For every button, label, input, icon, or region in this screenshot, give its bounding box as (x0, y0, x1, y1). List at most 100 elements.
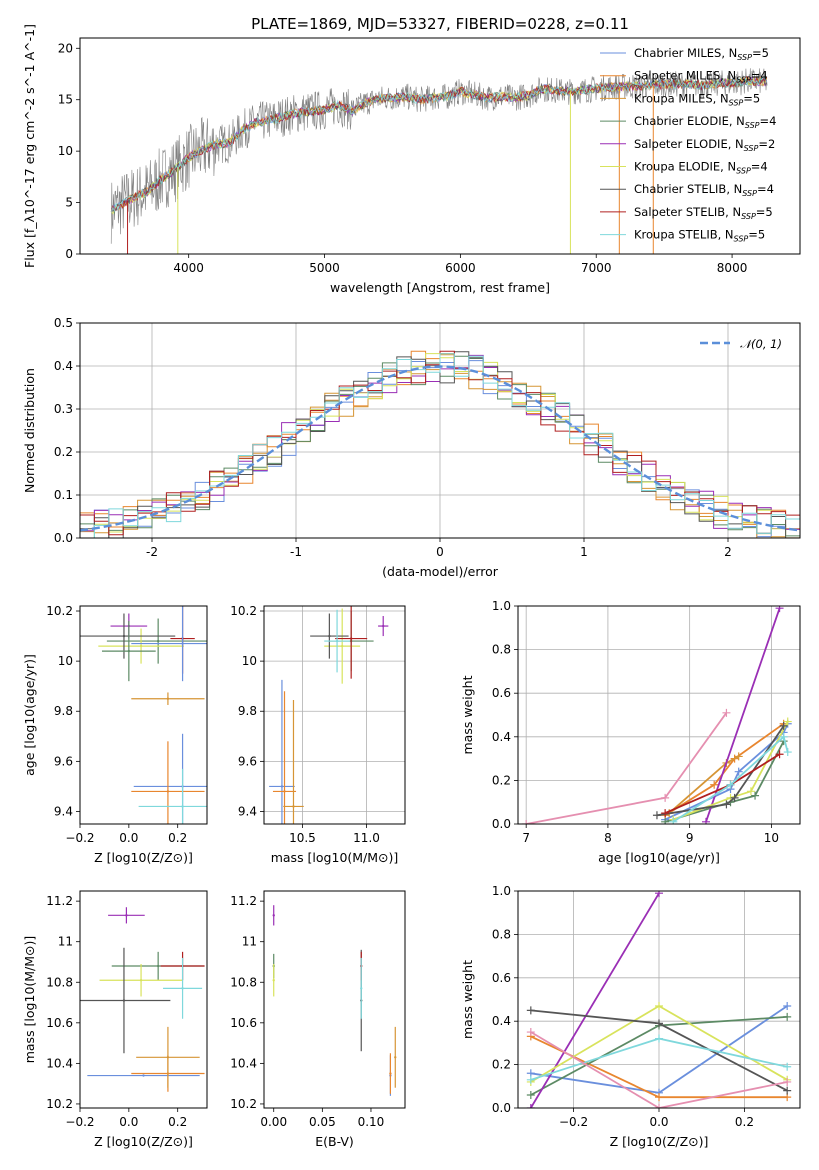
x-tick-label: 0.05 (309, 1115, 336, 1129)
plus-marker (730, 793, 739, 802)
panel-mass-vs-Z: −0.2 0.0 0.2 10.2 10.4 10.6 10.8 11 11.2 Z [log10… (22, 890, 208, 1149)
y-tick-label: 5 (65, 196, 73, 210)
model-series-line (110, 76, 767, 213)
plus-marker (526, 1028, 535, 1037)
y-tick-label: 10.4 (46, 1056, 73, 1070)
x-tick-label: 0 (436, 545, 444, 559)
x-axis-label: mass [log10(M/M⊙)] (271, 850, 399, 865)
data-point (181, 642, 184, 645)
plot-area (80, 350, 800, 538)
y-tick-label: 9.6 (238, 754, 257, 768)
model-series-line (110, 76, 767, 213)
model-series-line (110, 76, 767, 215)
data-point (166, 1056, 170, 1059)
x-axis-label: wavelength [Angstrom, rest frame] (330, 280, 550, 295)
plot-area (80, 907, 205, 1092)
y-tick-label: 9.6 (54, 754, 73, 768)
legend-entry: Chabrier MILES, NSSP=5 (634, 46, 769, 62)
plus-marker (661, 817, 670, 824)
data-point (389, 1072, 392, 1075)
y-tick-label: 10 (242, 654, 257, 668)
plus-marker (783, 1012, 792, 1021)
x-tick-label: 11.0 (353, 831, 380, 845)
plus-marker (526, 1006, 535, 1015)
y-axis-label: mass weight (460, 675, 475, 754)
mass-weight-series (530, 892, 660, 1108)
x-tick-label: 2 (724, 545, 732, 559)
x-axis-label: Z [log10(Z/Z⊙)] (94, 850, 193, 865)
plot-frame (517, 605, 801, 825)
plus-marker (522, 820, 531, 824)
data-point (166, 697, 170, 700)
legend-entry: Chabrier STELIB, NSSP=4 (634, 182, 774, 198)
x-tick-label: −0.2 (65, 1115, 94, 1129)
plus-marker (783, 717, 792, 726)
y-tick-label: 10.2 (46, 604, 73, 618)
y-tick-label: 10.8 (230, 975, 257, 989)
y-tick-label: 0.2 (54, 445, 73, 459)
plot-frame (79, 890, 208, 1109)
mass-weight-series (705, 607, 781, 823)
y-tick-label: 10.2 (230, 1097, 257, 1111)
plus-marker (655, 1093, 663, 1102)
plus-marker (655, 1104, 663, 1108)
x-tick-label: 4000 (173, 261, 204, 275)
x-tick-label: −0.2 (65, 831, 94, 845)
x-tick-label: 0.2 (168, 1115, 187, 1129)
y-tick-label: 0.8 (492, 643, 511, 657)
plus-marker (783, 1002, 792, 1011)
panel-age-vs-Z: −0.2 0.0 0.2 9.4 9.6 9.8 10 10.2 Z [log10(Z/Z⊙)]… (22, 604, 208, 865)
plus-marker (722, 708, 731, 717)
plot-area (522, 606, 792, 824)
x-tick-label: 0.0 (649, 1115, 668, 1129)
x-tick-label: 10 (764, 831, 779, 845)
legend-entry: Salpeter MILES, NSSP=4 (634, 69, 768, 85)
x-tick-label: 0.2 (735, 1115, 754, 1129)
mass-weight-series (530, 1031, 788, 1108)
x-tick-label: 0.10 (358, 1115, 385, 1129)
plot-frame (79, 37, 801, 255)
x-tick-label: 5000 (309, 261, 340, 275)
y-axis-label: Normed distribution (22, 368, 37, 493)
y-tick-label: 9.4 (54, 804, 73, 818)
plus-marker (751, 791, 760, 800)
plus-marker (655, 891, 663, 898)
plus-marker (734, 752, 743, 761)
y-tick-label: 0.4 (492, 730, 511, 744)
plus-marker (652, 811, 661, 820)
y-tick-label: 0.3 (54, 402, 73, 416)
x-axis-label: age [log10(age/yr)] (598, 850, 720, 865)
panel-mass-vs-ebv: 0.00 0.05 0.10 10.2 10.4 10.6 10.8 11 11.2 E(B-V) (230, 890, 406, 1149)
data-point (394, 1056, 397, 1059)
y-tick-label: 9.8 (238, 704, 257, 718)
y-tick-label: 15 (58, 93, 73, 107)
legend-entry: 𝒩(0, 1) (740, 337, 782, 351)
panel-age-vs-mass: 10.5 11.0 9.4 9.6 9.8 10 10.2 mass [log10(M/M⊙)… (230, 604, 406, 865)
y-tick-label: 10.6 (230, 1016, 257, 1030)
plot-area (526, 891, 792, 1108)
data-point (181, 805, 184, 808)
plus-marker (655, 1002, 663, 1011)
data-point (127, 649, 131, 653)
x-tick-label: 7 (522, 831, 530, 845)
y-tick-label: 0.6 (492, 971, 511, 985)
x-tick-label: 0.00 (260, 1115, 287, 1129)
legend-entry: Salpeter STELIB, NSSP=5 (634, 205, 773, 221)
legend-entry: Kroupa ELODIE, NSSP=4 (634, 160, 768, 176)
plot-frame (79, 322, 801, 539)
x-tick-label: −0.2 (559, 1115, 588, 1129)
x-axis-label: (data-model)/error (382, 564, 499, 579)
data-point (382, 624, 385, 628)
y-axis-label: mass [log10(M/M⊙)] (22, 936, 37, 1064)
histogram-series (80, 351, 800, 538)
data-point (272, 914, 275, 917)
x-tick-label: 7000 (581, 261, 612, 275)
plot-frame (263, 890, 406, 1109)
x-tick-label: 0.2 (168, 831, 187, 845)
plus-marker (669, 817, 678, 824)
panel-residuals: -2 -1 0 1 2 0.0 0.1 0.2 0.3 0.4 0.5 (data-model)/er… (22, 316, 801, 579)
legend-entry: Kroupa STELIB, NSSP=5 (634, 228, 765, 244)
model-series-line (110, 76, 767, 212)
y-tick-label: 10.6 (46, 1016, 73, 1030)
